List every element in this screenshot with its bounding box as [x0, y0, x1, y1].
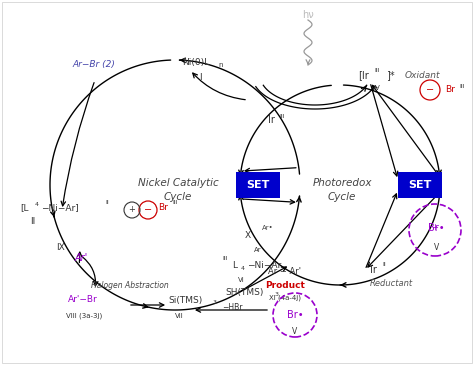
Text: Nickel Catalytic
Cycle: Nickel Catalytic Cycle [137, 178, 219, 202]
Text: Br•: Br• [428, 223, 444, 233]
FancyBboxPatch shape [236, 172, 280, 198]
Text: VI: VI [238, 277, 245, 283]
Text: VII: VII [175, 313, 184, 319]
Text: Halogen Abstraction: Halogen Abstraction [91, 280, 169, 289]
Text: Br•: Br• [287, 310, 303, 320]
Text: Ar − Ar': Ar − Ar' [268, 268, 301, 277]
Text: −: − [426, 85, 434, 95]
Text: +: + [128, 205, 136, 215]
Text: SET: SET [246, 180, 270, 190]
Text: III: III [279, 114, 284, 119]
Text: XI (4a-4j): XI (4a-4j) [269, 295, 301, 301]
Text: II: II [382, 262, 386, 268]
Text: Br: Br [445, 85, 455, 95]
Text: [Ir: [Ir [358, 70, 369, 80]
Text: Ar•: Ar• [262, 225, 273, 231]
Text: III: III [172, 200, 178, 205]
Text: V: V [434, 243, 439, 253]
Text: 4: 4 [241, 265, 245, 270]
Text: VIII (3a-3j): VIII (3a-3j) [66, 313, 102, 319]
Text: SET: SET [408, 180, 432, 190]
Text: 4: 4 [35, 203, 39, 207]
Text: Si(TMS): Si(TMS) [168, 296, 202, 304]
Text: IX: IX [56, 243, 65, 253]
Text: II: II [30, 218, 35, 227]
Text: L: L [232, 261, 237, 269]
Text: II: II [105, 200, 109, 205]
Text: X: X [245, 231, 251, 239]
Text: III: III [374, 68, 380, 73]
Text: Br: Br [158, 204, 168, 212]
Text: Ar'−Br: Ar'−Br [68, 296, 98, 304]
Text: SH(TMS): SH(TMS) [225, 288, 264, 296]
Text: Ir: Ir [268, 115, 275, 125]
Text: Oxidant: Oxidant [405, 70, 440, 80]
Text: ]*: ]* [386, 70, 395, 80]
Text: Ni(0)L: Ni(0)L [182, 58, 209, 66]
Text: Product: Product [265, 280, 305, 289]
Text: n: n [218, 62, 222, 68]
Text: +: + [431, 223, 438, 233]
Text: I: I [199, 73, 201, 82]
Text: Ir: Ir [370, 265, 377, 275]
Text: IV: IV [373, 85, 380, 91]
Text: Photoredox
Cycle: Photoredox Cycle [312, 178, 372, 202]
Text: 3: 3 [275, 292, 279, 297]
Text: −Ni−Ar: −Ni−Ar [247, 261, 281, 269]
Text: −: − [144, 205, 152, 215]
Text: Ar: Ar [254, 247, 262, 253]
Text: III: III [459, 85, 465, 89]
Text: hν: hν [302, 10, 314, 20]
Text: III: III [222, 255, 228, 261]
Text: −HBr: −HBr [222, 304, 242, 312]
Text: 3: 3 [213, 300, 217, 306]
Text: [L: [L [20, 204, 28, 212]
Text: Reductant: Reductant [370, 278, 413, 288]
Text: −Ni−Ar]: −Ni−Ar] [41, 204, 79, 212]
FancyBboxPatch shape [398, 172, 442, 198]
Text: Ar−Br (2): Ar−Br (2) [72, 61, 115, 69]
Text: Ar': Ar' [75, 253, 88, 263]
Text: V: V [292, 327, 298, 337]
